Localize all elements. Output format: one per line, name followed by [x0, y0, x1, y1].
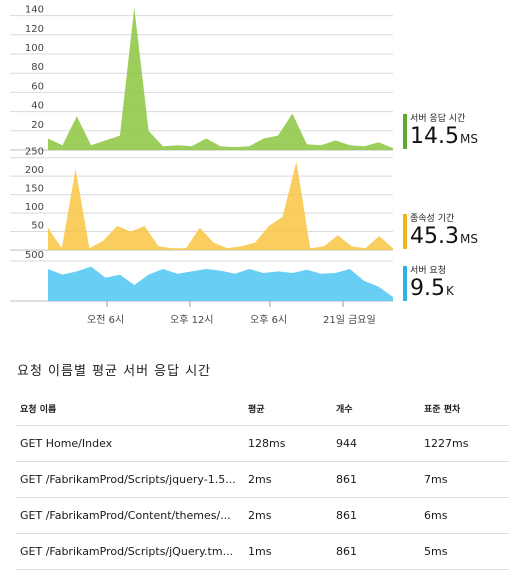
- metric-value: 14.5: [410, 124, 459, 149]
- metric-label: 종속성 기간: [410, 214, 455, 224]
- metric-dependency-duration[interactable]: 종속성 기간 45.3MS: [403, 214, 478, 249]
- average-value: 128ms: [244, 425, 332, 462]
- table-row[interactable]: GET /FabrikamProd/Scripts/jQuery.tm... 1…: [16, 533, 509, 570]
- metric-value: 9.5: [410, 276, 445, 301]
- column-header-count[interactable]: 개수: [332, 392, 420, 426]
- count-value: 861: [332, 461, 420, 498]
- average-value: 1ms: [244, 533, 332, 570]
- y-tick-label: 200: [25, 165, 44, 176]
- stddev-value: 7ms: [420, 461, 509, 498]
- section-title: 요청 이름별 평균 서버 응답 시간: [17, 364, 212, 379]
- metric-unit: MS: [459, 132, 478, 146]
- stddev-value: 1227ms: [420, 425, 509, 462]
- stddev-value: 6ms: [420, 497, 509, 534]
- average-value: 2ms: [244, 497, 332, 534]
- count-value: 944: [332, 425, 420, 462]
- series-area: [48, 266, 393, 301]
- y-tick-label: 250: [25, 147, 44, 158]
- y-tick-label: 100: [25, 202, 44, 213]
- request-name: GET /FabrikamProd/Scripts/jquery-1.5...: [16, 461, 244, 498]
- request-name: GET /FabrikamProd/Content/themes/...: [16, 497, 244, 534]
- y-tick-label: 40: [31, 101, 44, 112]
- table-row[interactable]: GET /FabrikamProd/Scripts/jquery-1.5... …: [16, 461, 509, 498]
- metric-label: 서버 요청: [410, 266, 446, 276]
- x-tick-label: 21일 금요일: [323, 314, 376, 326]
- metric-server-response-time[interactable]: 서버 응답 시간 14.5MS: [403, 114, 478, 149]
- y-tick-label: 500: [25, 250, 44, 261]
- y-tick-label: 20: [31, 120, 44, 131]
- metric-server-requests[interactable]: 서버 요청 9.5K: [403, 266, 454, 301]
- table-header-row: 요청 이름 평균 개수 표준 편차: [16, 392, 509, 426]
- request-name: GET Home/Index: [16, 425, 244, 462]
- metric-color-bar: [403, 214, 407, 249]
- x-tick-label: 오후 6시: [250, 314, 287, 326]
- x-tick-label: 오후 12시: [170, 314, 214, 326]
- metric-label: 서버 응답 시간: [410, 114, 466, 124]
- series-area: [48, 161, 393, 250]
- series-area: [48, 7, 393, 151]
- table-row[interactable]: GET Home/Index 128ms 944 1227ms: [16, 425, 509, 462]
- y-tick-label: 50: [31, 221, 44, 232]
- y-tick-label: 120: [25, 24, 44, 35]
- x-tick-label: 오전 6시: [87, 314, 124, 326]
- column-header-name[interactable]: 요청 이름: [16, 392, 244, 426]
- y-tick-label: 140: [25, 5, 44, 16]
- metric-color-bar: [403, 266, 407, 301]
- y-tick-label: 100: [25, 43, 44, 54]
- column-header-average[interactable]: 평균: [244, 392, 332, 426]
- request-name: GET /FabrikamProd/Scripts/jQuery.tm...: [16, 533, 244, 570]
- average-value: 2ms: [244, 461, 332, 498]
- metrics-chart-panel: 20 40 60 80 100 120 140 50 100 150 200 250 500 오전 6시 오…: [10, 5, 393, 326]
- column-header-stddev[interactable]: 표준 편차: [420, 392, 509, 426]
- requests-table: 요청 이름 평균 개수 표준 편차 GET Home/Index 128ms 9…: [16, 392, 509, 570]
- metric-color-bar: [403, 114, 407, 149]
- metric-unit: MS: [459, 232, 478, 246]
- y-tick-label: 150: [25, 184, 44, 195]
- y-tick-label: 60: [31, 81, 44, 92]
- y-tick-label: 80: [31, 62, 44, 73]
- table-row[interactable]: GET /FabrikamProd/Content/themes/... 2ms…: [16, 497, 509, 534]
- count-value: 861: [332, 533, 420, 570]
- metric-value: 45.3: [410, 224, 459, 249]
- stddev-value: 5ms: [420, 533, 509, 570]
- count-value: 861: [332, 497, 420, 534]
- metric-unit: K: [446, 284, 454, 298]
